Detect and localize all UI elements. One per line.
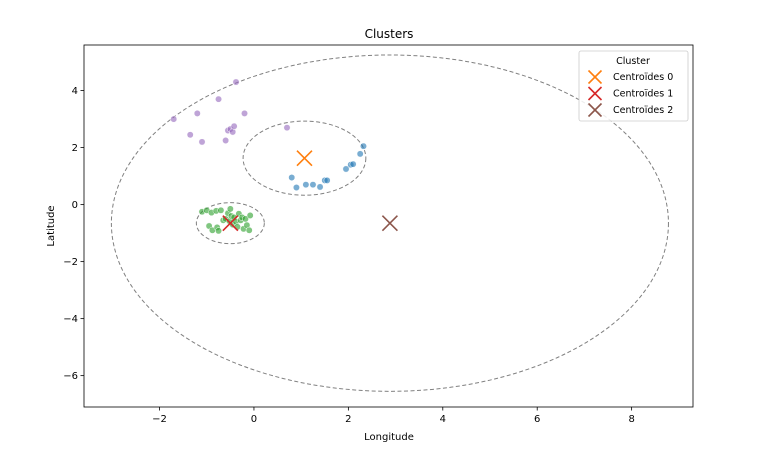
cluster-radius-circle-2 [110,54,669,392]
data-point-s1-13 [226,205,234,213]
data-point-s2-11 [241,109,248,117]
data-point-s2-3 [198,138,206,146]
data-point-s1-7 [215,227,222,235]
x-tick-label-2: 2 [345,414,351,425]
cluster-radius-circle-1 [195,202,265,245]
y-axis-label: Latitude [46,205,57,246]
cluster-radius-circle-0 [242,120,367,196]
data-point-s2-12 [283,124,291,132]
legend-title: Cluster [616,56,650,67]
data-point-s2-4 [215,95,222,103]
data-point-s0-0 [288,174,296,181]
chart-title: Clusters [365,27,414,41]
data-point-s0-3 [309,181,317,189]
x-tick-label-5: 8 [628,414,634,425]
data-point-s2-2 [193,109,201,117]
data-point-s1-26 [246,212,254,219]
data-point-s0-7 [342,165,350,173]
y-tick-label-5: 4 [72,86,78,97]
centroid-marker-2 [381,215,398,232]
x-axis-label: Longitude [364,432,414,443]
data-point-s2-9 [230,122,238,130]
data-point-s0-4 [316,183,324,191]
centroid-marker-0 [296,150,313,167]
y-tick-label-4: 2 [72,143,78,154]
plot-frame [83,44,694,408]
centroid-marker-1 [222,215,239,232]
data-point-s0-11 [360,142,367,150]
legend: Cluster Centroïdes 0 Centroïdes 1 Centroïd… [578,50,689,122]
legend-label-1: Centroïdes 1 [613,89,673,100]
data-point-s2-0 [170,115,178,123]
x-tick-label-0: −2 [152,414,167,425]
data-point-s0-6 [323,176,331,184]
data-point-s0-1 [292,184,300,191]
data-point-s0-9 [349,160,357,168]
x-tick-label-1: 0 [251,414,257,425]
legend-label-0: Centroïdes 0 [613,72,673,83]
data-point-s0-2 [302,181,310,189]
data-point-s1-25 [245,226,253,234]
legend-marker-0 [587,69,603,85]
data-point-s2-1 [186,131,194,139]
data-point-s0-10 [356,150,364,158]
legend-label-2: Centroïdes 2 [613,105,673,116]
legend-box [578,50,689,122]
y-tick-label-3: 0 [72,200,78,211]
data-point-s1-8 [217,206,225,214]
legend-marker-1 [587,86,603,101]
x-tick-label-3: 4 [440,414,446,425]
data-point-s2-8 [229,128,237,136]
data-point-s2-10 [232,78,240,86]
y-tick-label-1: −4 [63,314,78,325]
axis-ticks: −2 0 2 4 6 8 −6 −4 −2 0 2 4 [63,86,635,425]
y-tick-label-2: −2 [63,257,78,268]
x-tick-label-4: 6 [534,414,540,425]
y-tick-label-0: −6 [63,371,78,382]
data-point-s2-5 [222,137,230,144]
plot-area [110,54,669,392]
legend-marker-2 [587,102,603,118]
